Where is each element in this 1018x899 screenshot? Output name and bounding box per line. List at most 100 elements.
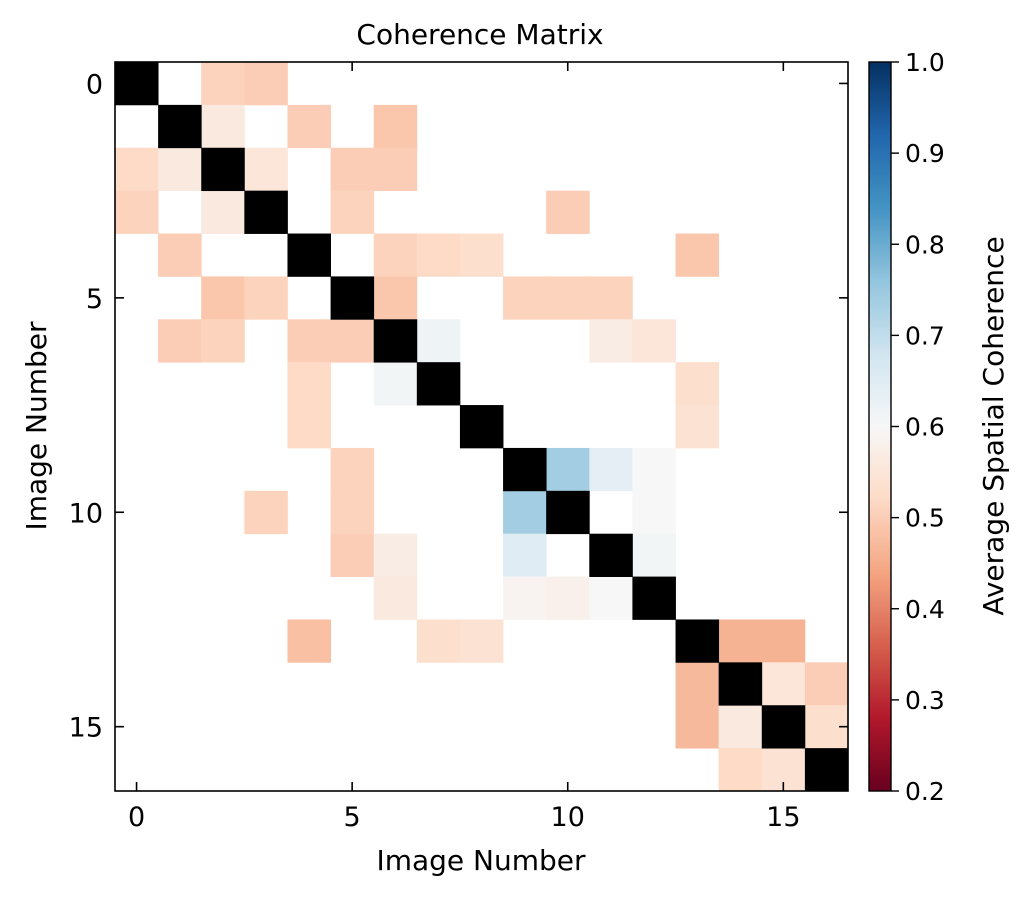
heatmap-cell [675, 705, 720, 749]
diagonal-cell [589, 533, 633, 577]
heatmap-cell [718, 619, 763, 663]
heatmap-cell [373, 362, 418, 406]
heatmap-cell [373, 104, 418, 149]
heatmap-cell [416, 619, 461, 663]
heatmap-cell [330, 190, 375, 234]
heatmap-cell [115, 147, 159, 192]
heatmap-cell [503, 576, 547, 620]
diagonal-cell [158, 104, 202, 149]
heatmap-cell [546, 447, 590, 492]
heatmap-cell [459, 233, 504, 277]
diagonal-cell [287, 233, 331, 277]
heatmap-cell [330, 447, 375, 492]
heatmap-cell [244, 62, 288, 106]
diagonal-cell [416, 362, 461, 406]
heatmap-cell [416, 319, 461, 363]
x-tick-label: 0 [128, 802, 145, 833]
heatmap-cells [115, 62, 849, 792]
diagonal-cell [718, 662, 763, 706]
heatmap-cell [244, 490, 288, 535]
heatmap-cell [589, 447, 633, 492]
heatmap-cell [330, 533, 375, 577]
diagonal-cell [804, 748, 849, 792]
heatmap-cell [503, 276, 547, 320]
heatmap-cell [503, 533, 547, 577]
heatmap-cell [115, 190, 159, 234]
x-axis-label: Image Number [376, 844, 586, 877]
heatmap-cell [761, 619, 806, 663]
heatmap-cell [244, 276, 288, 320]
x-tick-label: 5 [344, 802, 361, 833]
heatmap-cell [373, 533, 418, 577]
heatmap-cell [373, 276, 418, 320]
x-tick-label: 10 [551, 802, 585, 833]
diagonal-cell [244, 190, 288, 234]
heatmap-cell [201, 319, 245, 363]
heatmap-cell [158, 233, 202, 277]
colorbar-tick-label: 0.7 [905, 321, 945, 350]
heatmap-cell [632, 447, 676, 492]
heatmap-cell [287, 405, 331, 449]
colorbar-tick-label: 0.9 [905, 139, 945, 168]
x-tick-label: 15 [766, 802, 800, 833]
heatmap-cell [287, 362, 331, 406]
heatmap-cell [244, 147, 288, 192]
heatmap-cell [416, 233, 461, 277]
diagonal-cell [503, 447, 547, 492]
colorbar-tick-label: 0.6 [905, 413, 945, 442]
heatmap-cell [330, 319, 375, 363]
y-tick-label: 5 [86, 284, 103, 315]
chart-title: Coherence Matrix [356, 18, 603, 51]
heatmap-cell [675, 405, 720, 449]
heatmap-cell [546, 190, 590, 234]
diagonal-cell [201, 147, 245, 192]
heatmap-cell [589, 576, 633, 620]
heatmap-cell [158, 147, 202, 192]
y-tick-label: 10 [69, 498, 103, 529]
diagonal-cell [546, 490, 590, 535]
diagonal-cell [761, 705, 806, 749]
diagonal-cell [675, 619, 720, 663]
colorbar-tick-label: 1.0 [905, 48, 945, 77]
heatmap-cell [201, 62, 245, 106]
heatmap-cell [201, 276, 245, 320]
heatmap-cell [373, 233, 418, 277]
colorbar-tick-label: 0.5 [905, 504, 945, 533]
diagonal-cell [330, 276, 375, 320]
y-tick-label: 15 [69, 713, 103, 744]
diagonal-cell [632, 576, 676, 620]
colorbar: 0.2 0.3 0.4 0.5 0.6 0.7 0.8 0.9 1.0 [868, 48, 945, 806]
colorbar-tick-label: 0.4 [905, 595, 945, 624]
y-tick-label: 0 [86, 69, 103, 100]
colorbar-tick-label: 0.3 [905, 686, 945, 715]
diagonal-cell [459, 405, 504, 449]
colorbar-label: Average Spatial Coherence [977, 236, 1010, 615]
heatmap-cell [632, 533, 676, 577]
heatmap-cell [201, 190, 245, 234]
colorbar-tick-label: 0.2 [905, 777, 945, 806]
heatmap-cell [330, 147, 375, 192]
heatmap-cell [287, 319, 331, 363]
heatmap-cell [675, 233, 720, 277]
heatmap-cell [546, 276, 590, 320]
heatmap-cell [675, 362, 720, 406]
heatmap-cell [459, 619, 504, 663]
heatmap-cell [675, 662, 720, 706]
heatmap-cell [158, 319, 202, 363]
heatmap-cell [287, 104, 331, 149]
heatmap-cell [201, 104, 245, 149]
heatmap-cell [589, 276, 633, 320]
axis-ticks: 0 5 10 15 0 5 10 15 [69, 62, 848, 833]
colorbar-tick-label: 0.8 [905, 230, 945, 259]
heatmap-cell [373, 147, 418, 192]
heatmap-cell [330, 490, 375, 535]
diagonal-cell [373, 319, 418, 363]
heatmap-cell [546, 576, 590, 620]
heatmap-cell [632, 319, 676, 363]
heatmap-cell [718, 705, 763, 749]
heatmap-cell [287, 619, 331, 663]
plot-frame [114, 61, 849, 792]
heatmap-cell [503, 490, 547, 535]
colorbar-gradient [869, 62, 891, 791]
